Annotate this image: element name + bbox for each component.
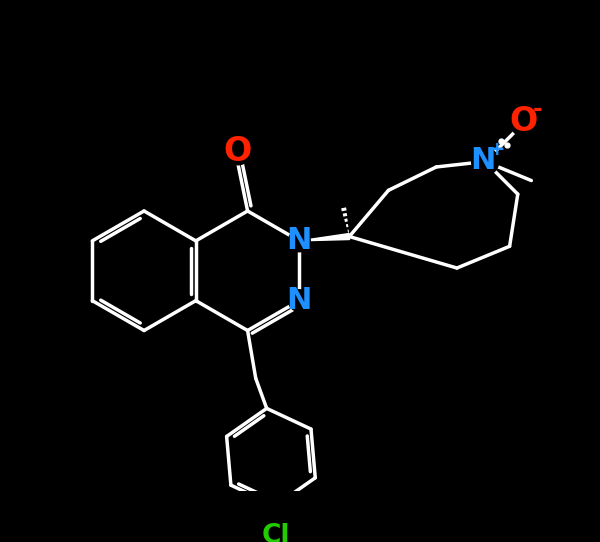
Circle shape: [224, 138, 251, 165]
Text: +: +: [489, 140, 505, 159]
Text: N: N: [470, 146, 495, 175]
Text: O: O: [224, 135, 252, 167]
Text: O: O: [509, 105, 538, 138]
Circle shape: [289, 290, 310, 312]
Circle shape: [289, 230, 310, 251]
Text: N: N: [287, 227, 312, 255]
Circle shape: [510, 108, 538, 137]
Circle shape: [472, 148, 499, 175]
Text: Cl: Cl: [262, 522, 290, 542]
Circle shape: [260, 519, 293, 542]
Text: -: -: [533, 97, 543, 121]
Text: N: N: [287, 286, 312, 315]
Polygon shape: [299, 234, 350, 241]
